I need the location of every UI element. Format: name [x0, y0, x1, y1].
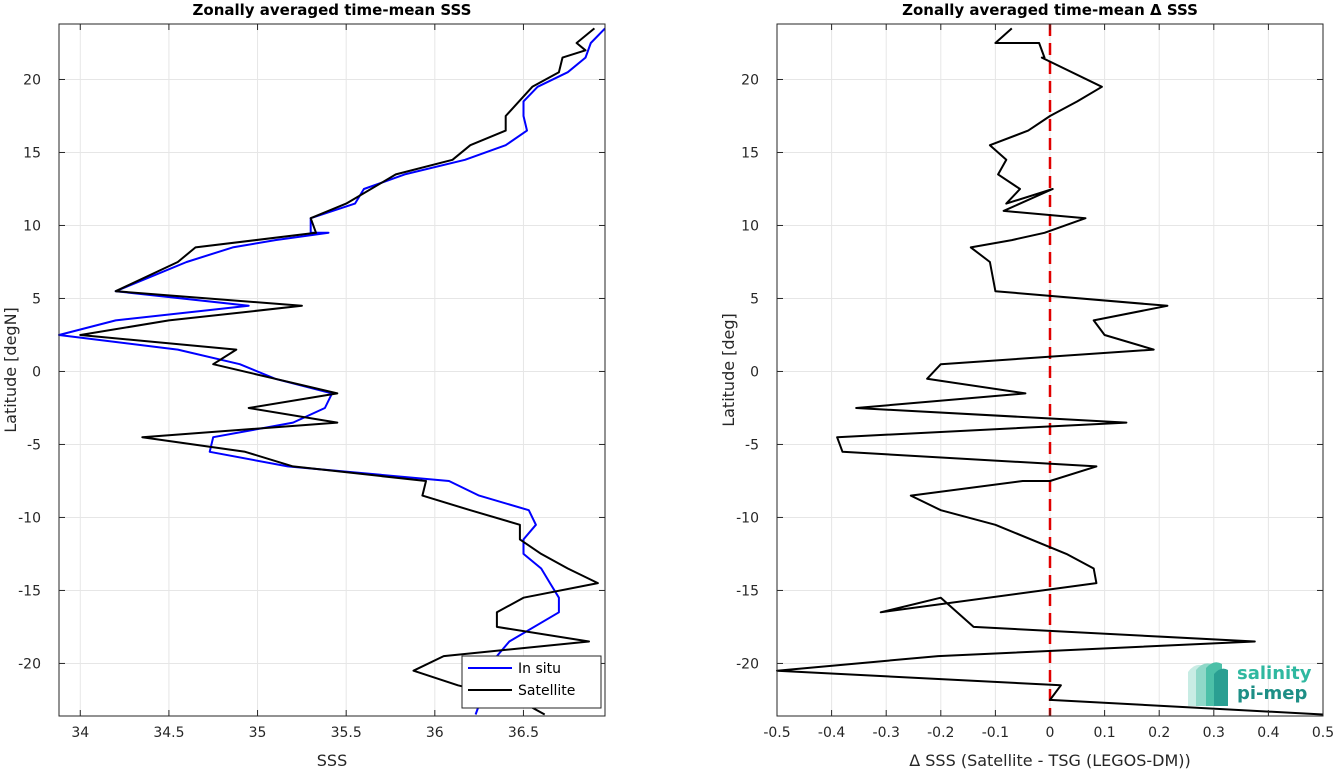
right-chart-title: Zonally averaged time-mean Δ SSS	[902, 1, 1198, 19]
left-x-tick-label: 36	[426, 725, 444, 741]
left-x-axis-label: SSS	[317, 751, 347, 769]
right-x-tick-label: -0.1	[982, 725, 1009, 741]
right-y-tick-label: 5	[750, 291, 759, 307]
left-y-tick-label: -20	[18, 656, 41, 672]
left-series-group	[58, 27, 606, 716]
right-series-line-delta-sss	[776, 27, 1324, 716]
right-ticks: -0.5 -0.4 -0.3 -0.2 -0.1 0 0.1 0.2 0.3 0.4 0.5 20 15…	[736, 24, 1334, 741]
right-x-tick-label: -0.2	[927, 725, 954, 741]
left-chart-title: Zonally averaged time-mean SSS	[193, 1, 472, 19]
right-y-tick-label: 10	[741, 218, 759, 234]
left-x-tick-label: 36.5	[508, 725, 539, 741]
logo-word-pi-mep: pi-mep	[1237, 683, 1307, 704]
left-y-tick-label: 5	[32, 291, 41, 307]
right-x-tick-label: 0.5	[1312, 725, 1334, 741]
legend-label-in-situ: In situ	[518, 661, 561, 677]
logo-wave-4	[1214, 668, 1228, 706]
legend-label-satellite: Satellite	[518, 683, 575, 699]
right-x-tick-label: 0.4	[1257, 725, 1279, 741]
right-x-tick-label: 0.2	[1148, 725, 1170, 741]
left-x-tick-label: 35	[249, 725, 267, 741]
left-grid	[59, 24, 605, 716]
right-chart-panel: -0.5 -0.4 -0.3 -0.2 -0.1 0 0.1 0.2 0.3 0.4 0.5 20 15…	[719, 1, 1334, 769]
right-y-tick-label: -5	[745, 437, 759, 453]
left-series-line-in-situ	[58, 27, 606, 715]
legend-box	[461, 655, 602, 709]
right-series-group	[776, 27, 1324, 716]
left-x-tick-label: 34	[71, 725, 89, 741]
left-ticks: 34 34.5 35 35.5 36 36.5 20 15 10 5 0 -5 -10 -15 -20	[18, 24, 605, 741]
right-x-axis-label: Δ SSS (Satellite - TSG (LEGOS-DM))	[909, 751, 1191, 769]
left-y-tick-label: 10	[23, 218, 41, 234]
right-x-tick-label: -0.5	[763, 725, 790, 741]
left-y-axis-label: Latitude [degN]	[1, 307, 20, 433]
right-x-tick-label: -0.4	[818, 725, 845, 741]
logo-word-salinity: salinity	[1237, 663, 1312, 684]
left-y-tick-label: 15	[23, 145, 41, 161]
left-y-tick-label: 20	[23, 72, 41, 88]
left-x-tick-label: 35.5	[331, 725, 362, 741]
right-y-tick-label: 15	[741, 145, 759, 161]
right-x-tick-label: 0.3	[1203, 725, 1225, 741]
right-y-tick-label: -15	[736, 583, 759, 599]
right-y-tick-label: -20	[736, 656, 759, 672]
right-x-tick-label: 0.1	[1093, 725, 1115, 741]
left-y-tick-label: -5	[27, 437, 41, 453]
left-y-tick-label: 0	[32, 364, 41, 380]
left-axes-box	[58, 23, 606, 717]
left-x-tick-label: 34.5	[153, 725, 184, 741]
left-series-line-satellite	[79, 27, 599, 716]
left-chart-panel: 34 34.5 35 35.5 36 36.5 20 15 10 5 0 -5 -10 -15 -20 Zo…	[1, 1, 606, 769]
left-y-tick-label: -10	[18, 510, 41, 526]
salinity-pi-mep-logo: salinity pi-mep	[1188, 662, 1312, 706]
right-y-axis-label: Latitude [deg]	[719, 313, 738, 427]
right-y-tick-label: 0	[750, 364, 759, 380]
right-y-tick-label: -10	[736, 510, 759, 526]
legend: In situ Satellite	[461, 655, 602, 709]
left-y-tick-label: -15	[18, 583, 41, 599]
right-y-tick-label: 20	[741, 72, 759, 88]
right-x-tick-label: 0	[1046, 725, 1055, 741]
right-x-tick-label: -0.3	[873, 725, 900, 741]
